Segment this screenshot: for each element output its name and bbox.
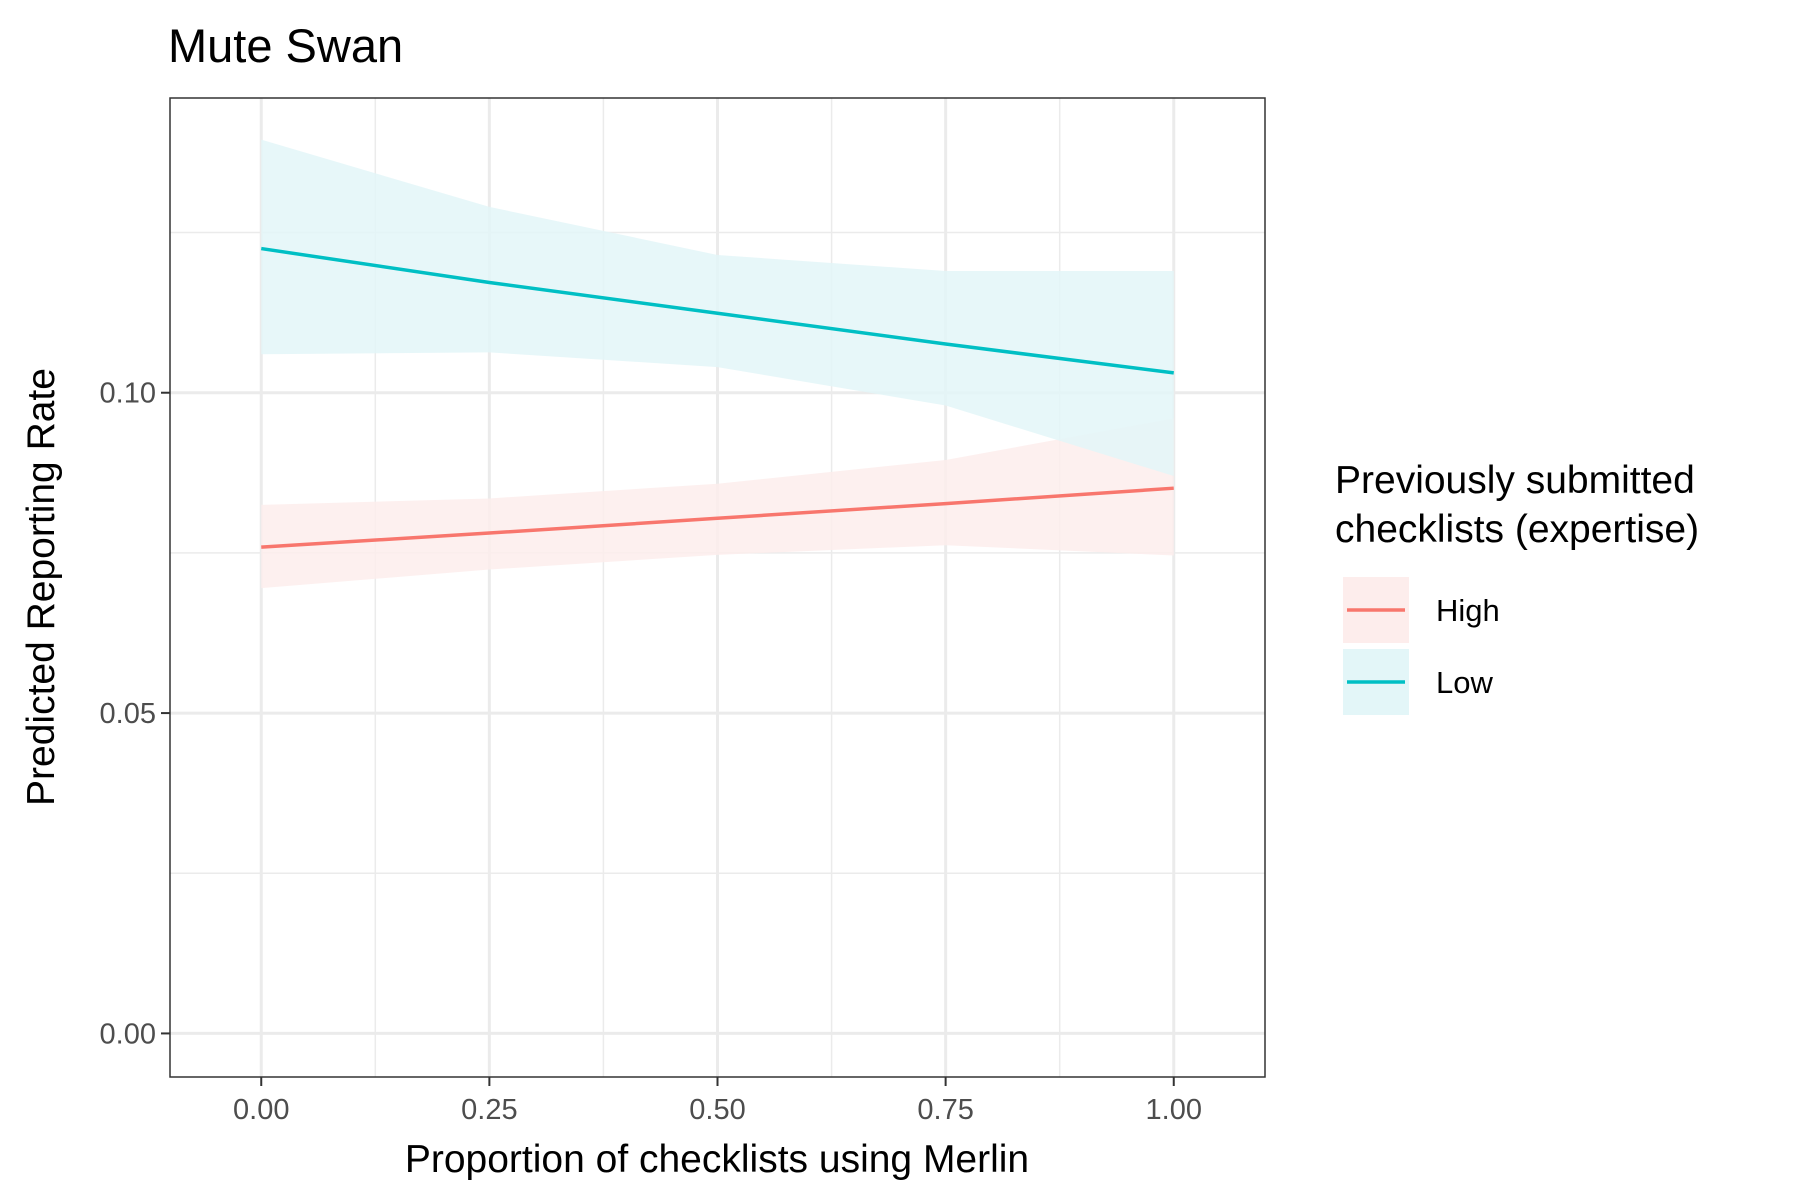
legend-title-line-2: checklists (expertise) — [1335, 508, 1699, 551]
confidence-band-low — [261, 139, 1174, 477]
x-tick-label: 0.25 — [461, 1094, 517, 1126]
x-tick-label: 0.50 — [689, 1094, 745, 1126]
legend: Previously submitted checklists (experti… — [1335, 459, 1699, 715]
series-lines — [260, 246, 1174, 549]
x-tick-label: 0.00 — [233, 1094, 289, 1126]
x-tick-label: 0.75 — [917, 1094, 973, 1126]
legend-label-high: High — [1436, 593, 1500, 628]
plot-panel — [169, 97, 1266, 1078]
y-tick-label: 0.00 — [100, 1018, 156, 1050]
y-axis-title: Predicted Reporting Rate — [20, 368, 63, 806]
y-tick-label: 0.05 — [100, 698, 156, 730]
legend-items: High Low — [1343, 577, 1500, 715]
x-tick-label: 1.00 — [1146, 1094, 1202, 1126]
chart-title: Mute Swan — [168, 19, 403, 72]
y-axis: 0.00 0.05 0.10 — [100, 378, 170, 1050]
x-axis-title: Proportion of checklists using Merlin — [405, 1138, 1029, 1181]
legend-label-low: Low — [1436, 665, 1493, 700]
series-line-high — [261, 486, 1174, 549]
series-line-low — [260, 246, 1174, 375]
confidence-ribbons — [261, 139, 1174, 589]
y-tick-label: 0.10 — [100, 378, 156, 410]
legend-title-line-1: Previously submitted — [1335, 459, 1695, 502]
x-axis: 0.00 0.25 0.50 0.75 1.00 — [233, 1077, 1202, 1126]
confidence-band-high — [261, 418, 1174, 589]
